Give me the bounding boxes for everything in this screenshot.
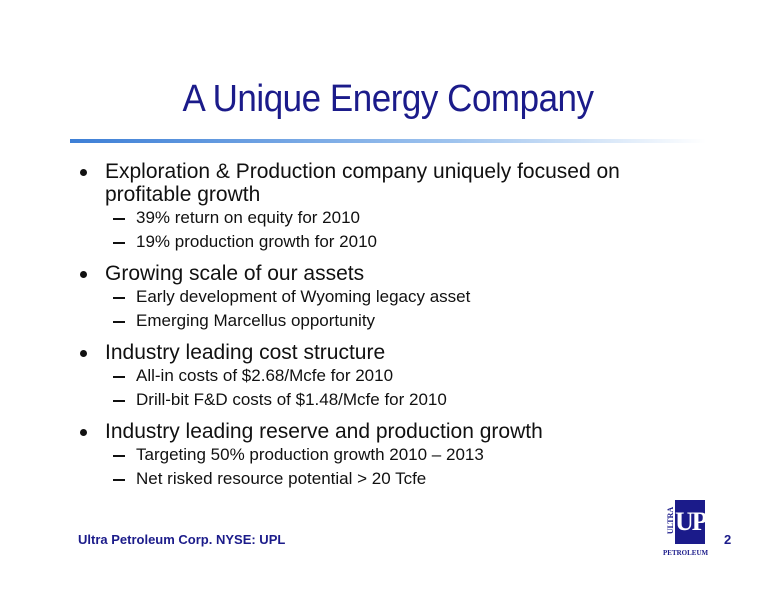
sub-bullet: Drill-bit F&D costs of $1.48/Mcfe for 20… xyxy=(113,388,776,412)
bullet-group: Industry leading reserve and production … xyxy=(0,420,776,491)
bullet-text: Industry leading cost structure xyxy=(105,341,685,364)
bullet-text: Industry leading reserve and production … xyxy=(105,420,685,443)
sub-bullet: Net risked resource potential > 20 Tcfe xyxy=(113,467,776,491)
sub-bullet: Early development of Wyoming legacy asse… xyxy=(113,285,776,309)
bullet-group: Growing scale of our assets Early develop… xyxy=(0,262,776,333)
logo-bottom: PETROLEUM xyxy=(663,549,709,557)
bullet-list: Exploration & Production company uniquel… xyxy=(0,160,776,499)
bullet-text: Growing scale of our assets xyxy=(105,262,685,285)
page-number: 2 xyxy=(724,532,732,547)
bullet-text: Exploration & Production company uniquel… xyxy=(105,160,685,206)
sub-bullet: 39% return on equity for 2010 xyxy=(113,206,776,230)
logo-top: ULTRA xyxy=(666,506,676,535)
footer-text: Ultra Petroleum Corp. NYSE: UPL xyxy=(78,532,286,547)
bullet-group: Industry leading cost structure All-in co… xyxy=(0,341,776,412)
sub-bullet: 19% production growth for 2010 xyxy=(113,230,776,254)
sub-bullet: All-in costs of $2.68/Mcfe for 2010 xyxy=(113,364,776,388)
sub-bullet: Emerging Marcellus opportunity xyxy=(113,309,776,333)
logo: ULTRA UP PETROLEUM xyxy=(663,500,709,562)
slide-title: A Unique Energy Company xyxy=(182,78,594,120)
sub-bullet: Targeting 50% production growth 2010 – 2… xyxy=(113,443,776,467)
bullet-group: Exploration & Production company uniquel… xyxy=(0,160,776,254)
logo-main: UP xyxy=(675,500,708,544)
title-rule xyxy=(70,139,706,143)
